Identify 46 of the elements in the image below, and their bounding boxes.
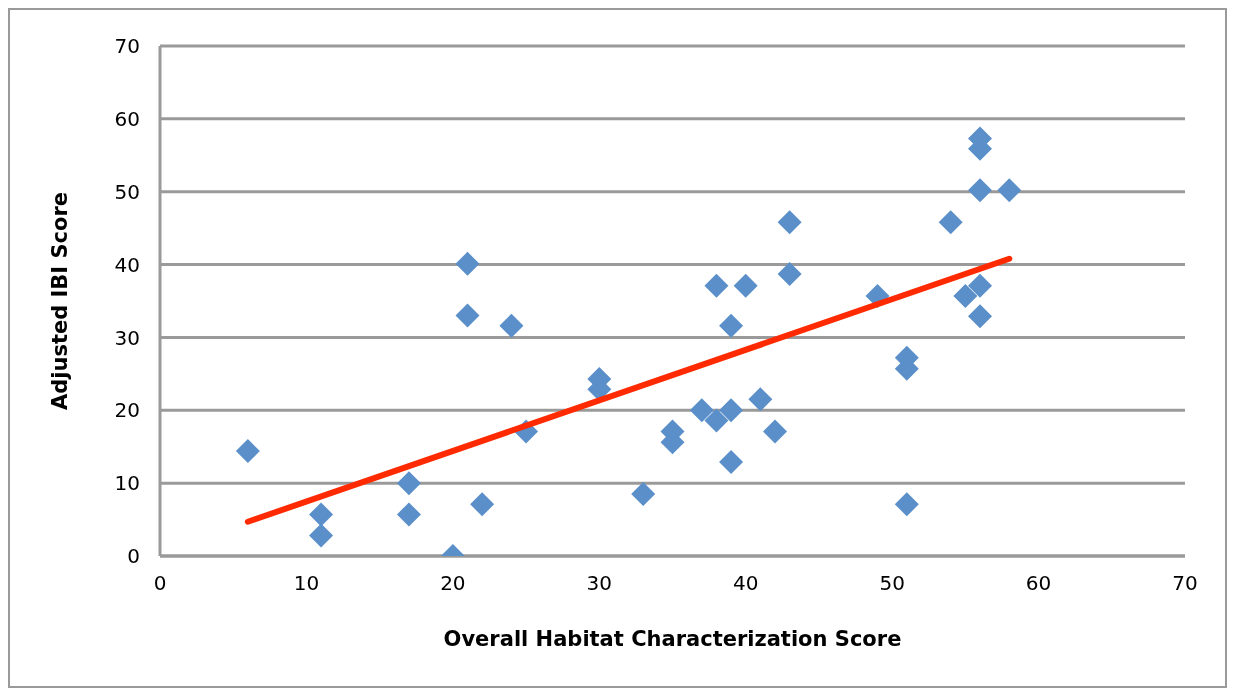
- point: [499, 313, 524, 338]
- point: [235, 439, 260, 464]
- point: [777, 210, 802, 235]
- x-tick-label: 70: [1172, 571, 1198, 596]
- point: [704, 408, 729, 433]
- point: [470, 492, 495, 517]
- x-tick-label: 50: [879, 571, 905, 596]
- point: [733, 273, 758, 298]
- point: [997, 178, 1022, 203]
- x-tick-label: 60: [1025, 571, 1052, 596]
- point: [968, 304, 992, 329]
- point: [777, 262, 802, 287]
- y-tick-label: 60: [114, 106, 140, 131]
- point: [455, 251, 480, 276]
- y-axis-title: Adjusted IBI Score: [48, 191, 73, 411]
- y-tick-label: 0: [127, 544, 140, 569]
- point: [953, 283, 978, 308]
- point: [763, 419, 787, 444]
- point: [689, 398, 714, 423]
- y-tick-label: 70: [114, 34, 140, 59]
- point: [894, 492, 919, 517]
- point: [968, 178, 992, 203]
- x-tick-label: 40: [732, 571, 759, 596]
- point: [748, 387, 773, 412]
- point: [719, 313, 744, 338]
- x-tick-label: 30: [586, 571, 613, 596]
- y-tick-label: 30: [114, 325, 140, 350]
- x-tick-label: 10: [293, 571, 320, 596]
- point: [968, 273, 992, 298]
- point: [938, 210, 963, 235]
- y-tick-label: 10: [114, 471, 140, 496]
- point: [455, 303, 480, 328]
- point: [309, 523, 334, 548]
- point: [719, 450, 744, 475]
- point: [719, 398, 744, 423]
- point: [396, 502, 421, 527]
- y-tick-label: 40: [114, 252, 140, 277]
- y-tick-label: 50: [114, 179, 140, 204]
- point: [396, 471, 421, 496]
- point: [309, 502, 334, 527]
- x-tick-label: 20: [440, 571, 466, 596]
- point: [704, 273, 729, 298]
- x-tick-label: 0: [153, 571, 167, 596]
- point: [631, 482, 656, 507]
- x-axis-title: Overall Habitat Characterization Score: [443, 627, 902, 651]
- y-tick-label: 20: [114, 398, 140, 423]
